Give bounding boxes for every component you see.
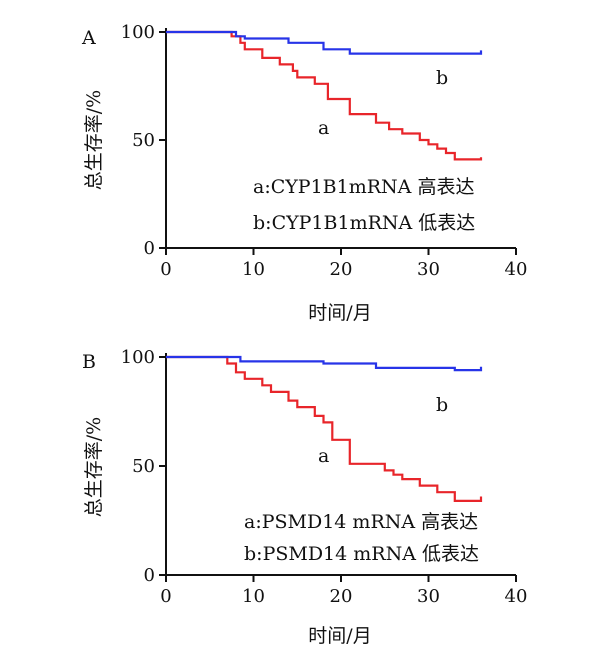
x-tick-label: 0 [160, 259, 171, 280]
curve-label-b: b [436, 394, 448, 416]
x-tick-label: 10 [242, 259, 265, 280]
x-tick-label: 30 [417, 259, 440, 280]
legend-entry-b: b:PSMD14 mRNA 低表达 [244, 543, 479, 565]
plot-area: 0 10 20 30 40 0 50 100 [121, 22, 528, 280]
panel-label: B [82, 351, 96, 373]
y-axis-label: 总生存率/% [83, 417, 105, 517]
x-tick-label: 30 [417, 586, 440, 607]
x-tick-label: 0 [160, 586, 171, 607]
panel-label: A [81, 27, 96, 49]
y-tick-label: 100 [121, 22, 155, 43]
legend-entry-a: a:CYP1B1mRNA 高表达 [253, 176, 474, 198]
y-tick-label: 100 [121, 347, 155, 368]
series-line-b [166, 355, 483, 372]
y-tick-label: 0 [144, 565, 155, 586]
x-axis-label: 时间/月 [308, 625, 371, 647]
x-tick-label: 20 [330, 259, 353, 280]
legend-entry-a: a:PSMD14 mRNA 高表达 [244, 511, 478, 533]
curve-label-a: a [318, 117, 329, 139]
panel-a: A 0 10 20 30 40 0 50 100 b a a:CYP1B1mRNA 高表达 b… [81, 22, 527, 324]
x-tick-label: 10 [242, 586, 265, 607]
x-tick-label: 20 [330, 586, 353, 607]
y-tick-label: 50 [132, 130, 155, 151]
plot-area: 0 10 20 30 40 0 50 100 [121, 347, 528, 607]
x-tick-label: 40 [505, 259, 528, 280]
legend-entry-b: b:CYP1B1mRNA 低表达 [253, 212, 475, 234]
series-line-b [166, 30, 483, 55]
y-axis-label: 总生存率/% [83, 90, 105, 190]
series-line-a [166, 355, 483, 502]
curve-label-b: b [436, 67, 448, 89]
curve-label-a: a [318, 445, 329, 467]
y-tick-label: 50 [132, 456, 155, 477]
x-axis-label: 时间/月 [308, 302, 371, 324]
x-tick-label: 40 [505, 586, 528, 607]
y-tick-label: 0 [144, 238, 155, 259]
series-line-a [166, 30, 483, 161]
